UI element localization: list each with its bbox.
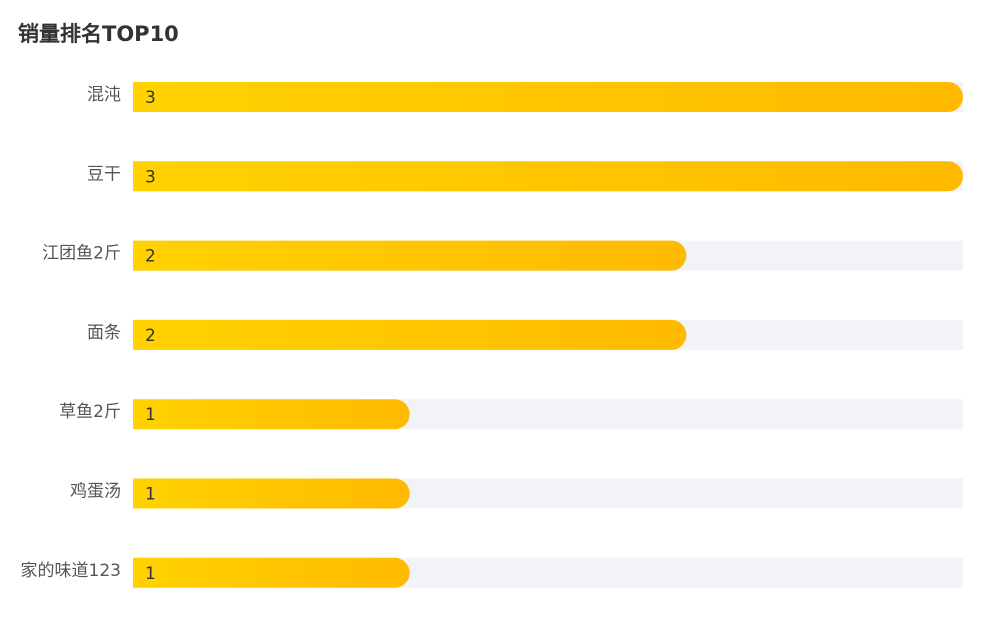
- value-label: 1: [145, 485, 156, 505]
- category-label: 家的味道123: [21, 561, 121, 581]
- bar[interactable]: [133, 478, 410, 509]
- category-label: 豆干: [87, 164, 121, 184]
- value-label: 2: [145, 326, 156, 346]
- bar[interactable]: [133, 557, 410, 588]
- value-label: 3: [145, 167, 156, 187]
- category-label: 草鱼2斤: [59, 402, 121, 422]
- bar[interactable]: [133, 399, 410, 430]
- value-label: 2: [145, 247, 156, 267]
- category-label: 江团鱼2斤: [42, 244, 121, 264]
- bar[interactable]: [133, 319, 687, 350]
- bars-layer: 混沌 3 豆干 3 江团鱼2斤 2 面条 2 草鱼2斤 1 鸡蛋汤 1 家的味道123 1: [21, 82, 964, 588]
- bar[interactable]: [133, 240, 687, 271]
- chart-title: 销量排名TOP10: [18, 22, 179, 46]
- value-label: 3: [145, 88, 156, 108]
- bar[interactable]: [133, 82, 963, 112]
- category-label: 鸡蛋汤: [70, 482, 121, 502]
- category-label: 混沌: [87, 85, 121, 105]
- bar[interactable]: [133, 161, 964, 192]
- value-label: 1: [145, 564, 156, 584]
- category-label: 面条: [87, 323, 121, 343]
- value-label: 1: [145, 405, 156, 425]
